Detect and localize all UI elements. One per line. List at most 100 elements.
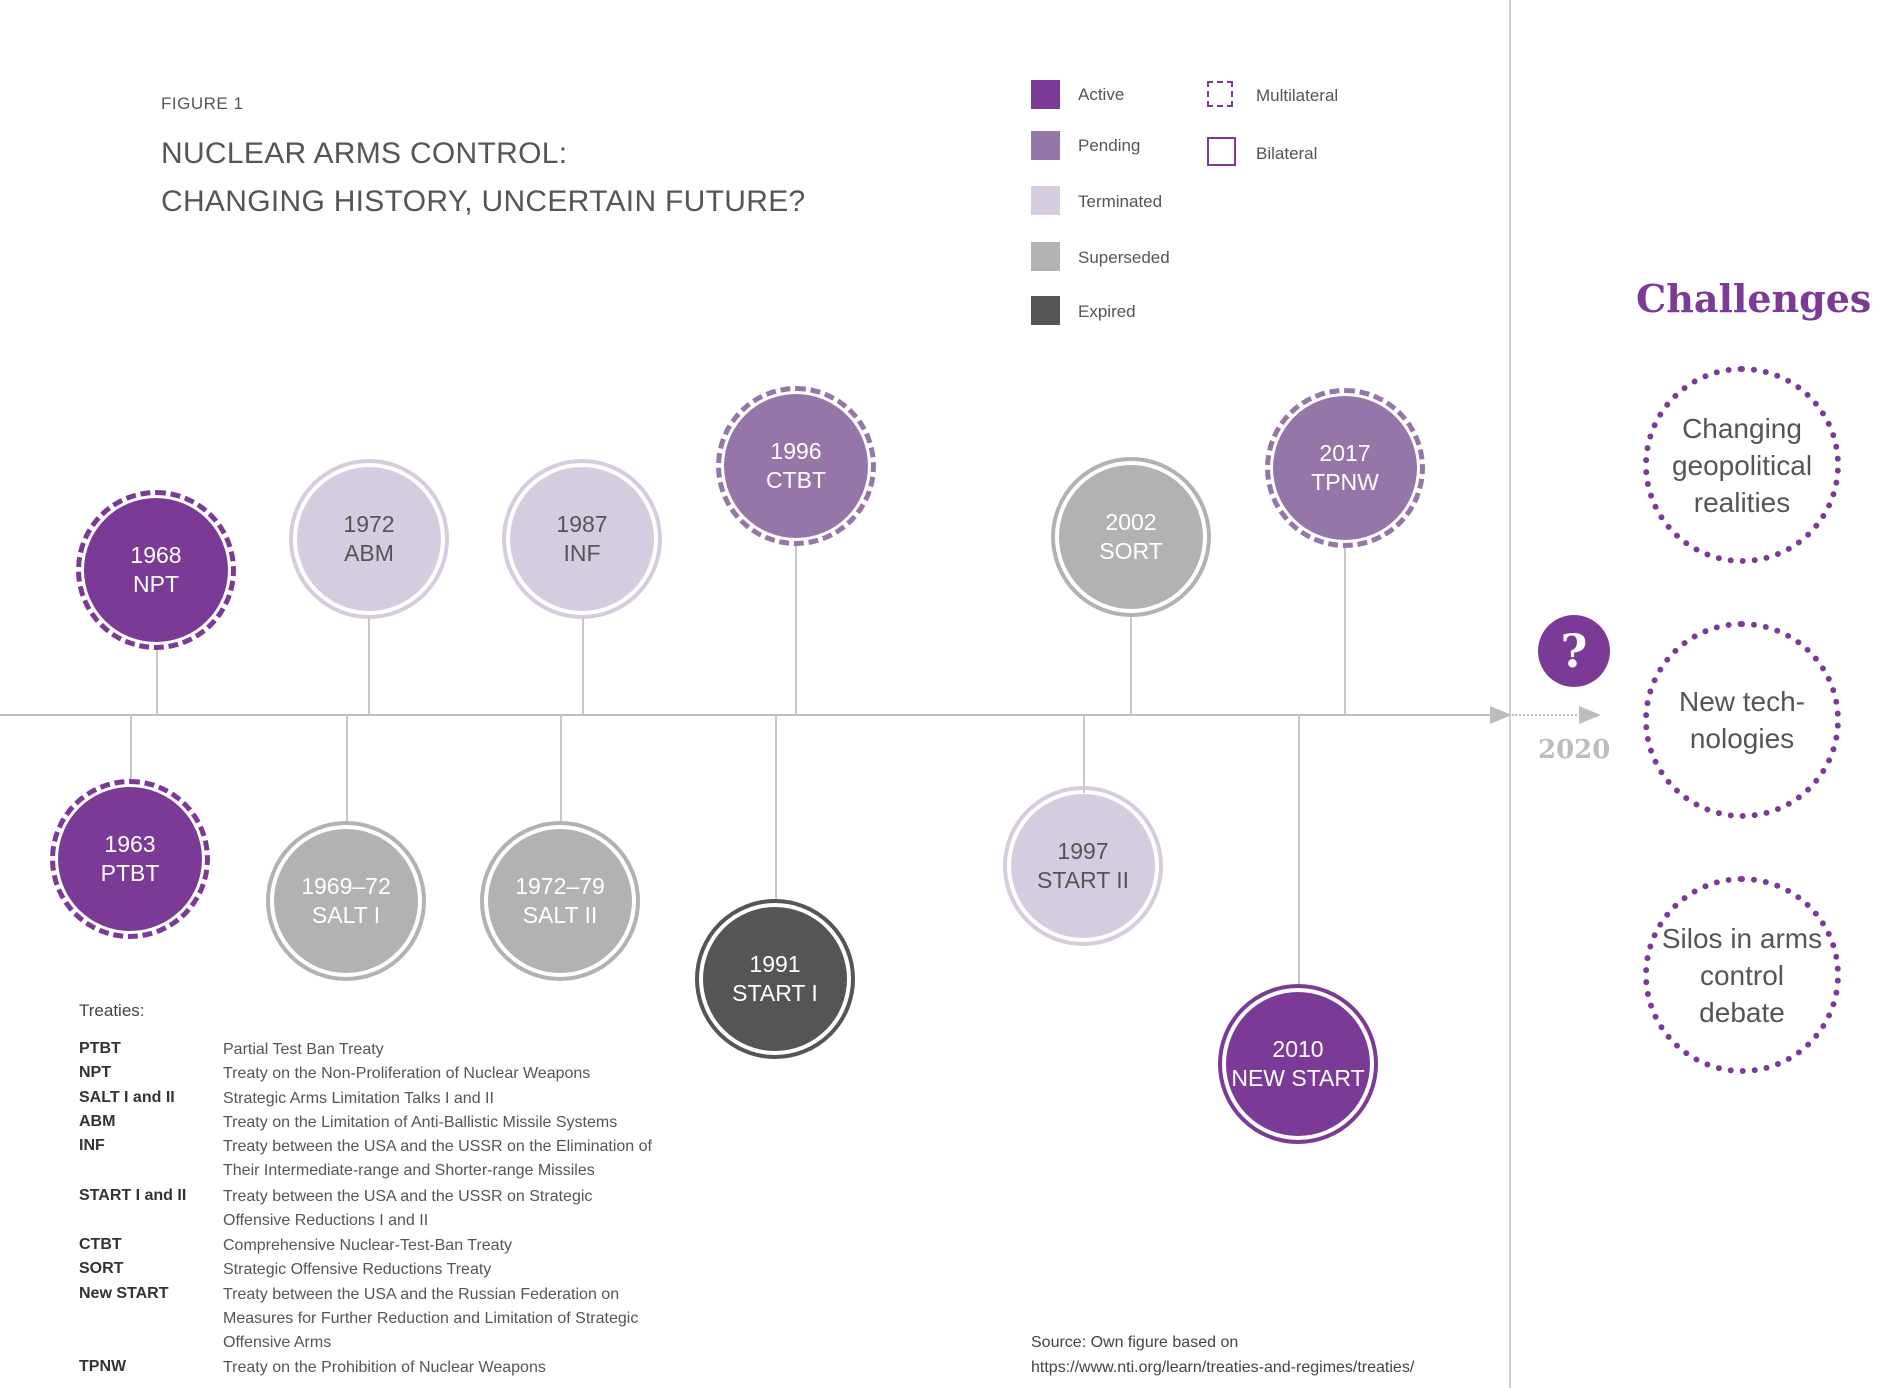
treaty-name: SORT bbox=[1099, 538, 1163, 564]
ring-start-i bbox=[695, 899, 855, 1059]
legend-swatch-active bbox=[1031, 80, 1060, 109]
glossary-full: Comprehensive Nuclear-Test-Ban Treaty bbox=[223, 1237, 513, 1254]
treaty-year: 2010 bbox=[1272, 1036, 1324, 1062]
ring-abm bbox=[289, 459, 449, 619]
glossary-full: Strategic Arms Limitation Talks I and II bbox=[223, 1090, 494, 1107]
legend-swatch-superseded bbox=[1031, 242, 1060, 271]
treaty-node-sort: 2002 SORT bbox=[1059, 465, 1203, 609]
year-2020-label: 2020 bbox=[1538, 735, 1611, 765]
treaty-node-start-i: 1991 START I bbox=[703, 907, 847, 1051]
question-mark-icon: ? bbox=[1538, 615, 1610, 687]
glossary-abbr: SALT I and II bbox=[79, 1089, 175, 1106]
source-link[interactable]: https://www.nti.org/learn/treaties-and-r… bbox=[1031, 1359, 1415, 1376]
treaty-node-tpnw: 2017 TPNW bbox=[1273, 396, 1417, 540]
glossary-full: Treaty on the Limitation of Anti-Ballist… bbox=[223, 1114, 618, 1131]
stem-start-i bbox=[775, 715, 777, 902]
figure-title-line-2: CHANGING HISTORY, UNCERTAIN FUTURE? bbox=[161, 185, 806, 218]
ring-new-start bbox=[1218, 984, 1378, 1144]
glossary-abbr: New START bbox=[79, 1285, 169, 1302]
stem-start-ii bbox=[1083, 715, 1085, 793]
timeline-future-arrow bbox=[1579, 706, 1601, 724]
treaty-node-new-start: 2010 NEW START bbox=[1226, 992, 1370, 1136]
timeline-arrow bbox=[1490, 706, 1512, 724]
figure-label: FIGURE 1 bbox=[161, 94, 244, 113]
treaty-name: CTBT bbox=[765, 467, 827, 493]
challenge-geopolitical: Changing geopolitical realities bbox=[1643, 366, 1841, 564]
glossary-full: Treaty on the Prohibition of Nuclear Wea… bbox=[223, 1359, 546, 1376]
ring-salt-i bbox=[266, 821, 426, 981]
stem-ptbt bbox=[130, 715, 132, 783]
treaty-name: ABM bbox=[344, 540, 394, 566]
stem-new-start bbox=[1298, 715, 1300, 985]
glossary-abbr: SORT bbox=[79, 1260, 124, 1277]
challenge-silos: Silos in arms control debate bbox=[1643, 876, 1841, 1074]
treaty-name: TPNW bbox=[1311, 469, 1379, 495]
treaty-name: INF bbox=[563, 540, 601, 566]
glossary-abbr: CTBT bbox=[79, 1236, 122, 1253]
challenge-new-technologies: New tech-nologies bbox=[1643, 621, 1841, 819]
treaty-year: 2017 bbox=[1319, 440, 1371, 466]
ring-tpnw bbox=[1265, 388, 1425, 548]
challenges-title: Challenges bbox=[1636, 276, 1872, 321]
treaty-node-abm: 1972 ABM bbox=[297, 467, 441, 611]
ring-npt bbox=[76, 490, 236, 650]
stem-abm bbox=[368, 618, 370, 715]
treaty-year: 2002 bbox=[1105, 509, 1157, 535]
stem-ctbt bbox=[795, 543, 797, 715]
stem-sort bbox=[1130, 616, 1132, 715]
treaty-year: 1991 bbox=[749, 951, 801, 977]
legend-swatch-expired bbox=[1031, 296, 1060, 325]
legend-label-bilateral: Bilateral bbox=[1256, 144, 1318, 163]
treaty-name: SALT I bbox=[311, 902, 381, 928]
treaty-year: 1997 bbox=[1057, 838, 1109, 864]
section-divider bbox=[1509, 0, 1511, 1388]
stem-salt-i bbox=[346, 715, 348, 825]
source-line-1: Source: Own figure based on bbox=[1031, 1334, 1239, 1351]
stem-inf bbox=[582, 618, 584, 715]
legend-label-terminated: Terminated bbox=[1078, 192, 1163, 211]
glossary-full: Treaty between the USA and the USSR on S… bbox=[223, 1188, 593, 1229]
glossary-full: Treaty on the Non-Proliferation of Nucle… bbox=[223, 1065, 591, 1082]
treaty-name: NPT bbox=[133, 571, 179, 597]
legend-label-active: Active bbox=[1078, 85, 1125, 104]
treaty-node-salt-i: 1969–72 SALT I bbox=[274, 829, 418, 973]
treaty-name: NEW START bbox=[1231, 1065, 1365, 1091]
ring-ctbt bbox=[716, 386, 876, 546]
glossary-abbr: INF bbox=[79, 1137, 105, 1154]
legend-label-superseded: Superseded bbox=[1078, 248, 1170, 267]
treaty-name: SALT II bbox=[522, 902, 598, 928]
ring-ptbt bbox=[50, 779, 210, 939]
treaty-year: 1969–72 bbox=[301, 873, 391, 899]
treaty-year: 1996 bbox=[770, 438, 822, 464]
treaty-node-salt-ii: 1972–79 SALT II bbox=[488, 829, 632, 973]
glossary-abbr: TPNW bbox=[79, 1358, 127, 1375]
ring-inf bbox=[502, 459, 662, 619]
glossary-full: Partial Test Ban Treaty bbox=[223, 1041, 384, 1058]
legend-swatch-bilateral bbox=[1207, 137, 1236, 166]
glossary-abbr: PTBT bbox=[79, 1040, 121, 1057]
timeline-axis bbox=[0, 714, 1495, 716]
treaty-name: START I bbox=[732, 980, 818, 1006]
legend-swatch-multilateral bbox=[1207, 81, 1233, 107]
treaty-node-ptbt: 1963 PTBT bbox=[58, 787, 202, 931]
treaty-node-npt: 1968 NPT bbox=[84, 498, 228, 642]
ring-sort bbox=[1051, 457, 1211, 617]
legend-label-multilateral: Multilateral bbox=[1256, 86, 1339, 105]
treaty-year: 1972 bbox=[343, 511, 395, 537]
legend-swatch-pending bbox=[1031, 131, 1060, 160]
treaty-node-inf: 1987 INF bbox=[510, 467, 654, 611]
treaty-node-start-ii: 1997 START II bbox=[1011, 794, 1155, 938]
figure-title-line-1: NUCLEAR ARMS CONTROL: bbox=[161, 137, 568, 170]
treaty-year: 1972–79 bbox=[515, 873, 605, 899]
treaty-name: START II bbox=[1036, 867, 1130, 893]
treaty-name: PTBT bbox=[100, 860, 160, 886]
glossary-full: Treaty between the USA and the USSR on t… bbox=[223, 1138, 652, 1179]
ring-salt-ii bbox=[480, 821, 640, 981]
treaty-node-ctbt: 1996 CTBT bbox=[724, 394, 868, 538]
treaty-year: 1968 bbox=[130, 542, 182, 568]
glossary-abbr: START I and II bbox=[79, 1187, 187, 1204]
treaty-year: 1987 bbox=[556, 511, 608, 537]
legend-label-pending: Pending bbox=[1078, 136, 1141, 155]
timeline-future-dotted bbox=[1512, 714, 1592, 716]
treaty-year: 1963 bbox=[104, 831, 156, 857]
